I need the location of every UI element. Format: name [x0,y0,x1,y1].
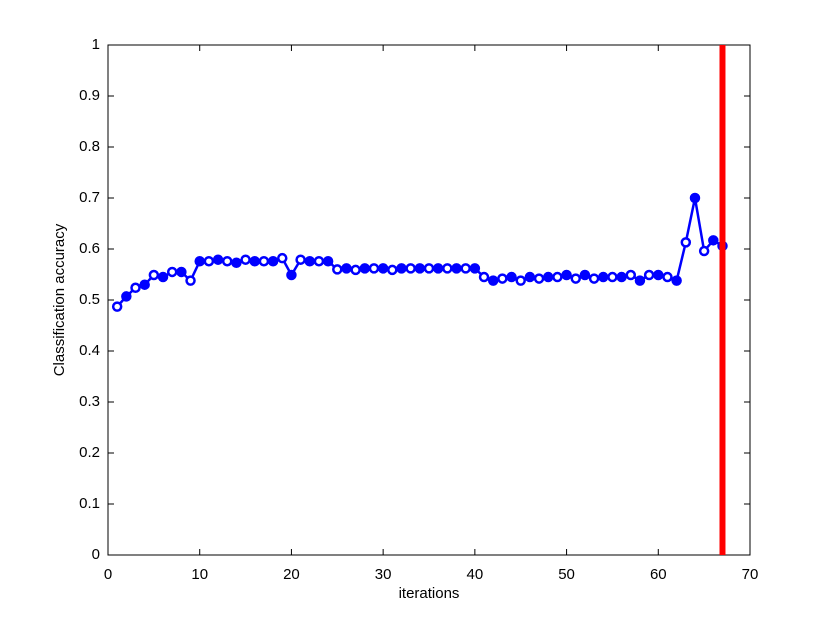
data-point [698,245,710,257]
data-point [625,269,637,281]
data-point [304,255,316,267]
x-tick-label: 30 [375,566,392,583]
data-point [607,271,618,283]
data-point [542,271,554,283]
data-point [130,282,141,294]
data-point [313,255,325,267]
data-point [579,269,591,281]
data-point [432,263,444,274]
data-point [634,275,646,286]
data-point [185,275,196,286]
data-point [524,271,536,283]
data-point [203,255,215,267]
data-point [322,255,334,267]
data-point [139,279,150,290]
x-tick-label: 50 [558,566,575,583]
data-point [588,273,600,284]
y-tick-label: 0.2 [79,444,100,461]
data-point [708,235,719,246]
y-tick-label: 0.6 [79,240,100,257]
data-point [671,275,682,286]
y-tick-label: 1 [92,36,100,53]
data-point [423,263,435,274]
y-tick-label: 0.9 [79,87,100,104]
data-point [240,254,251,265]
data-point [570,273,581,284]
data-point [258,255,270,267]
data-point [414,263,426,274]
y-tick-label: 0.7 [79,189,100,206]
data-point [157,271,169,283]
data-point [277,252,288,264]
data-point [176,266,187,278]
x-tick-label: 20 [283,566,300,583]
data-point [643,269,655,281]
data-point [405,263,416,274]
data-point [469,263,481,274]
data-point [533,273,545,284]
data-point [387,264,398,276]
y-tick-label: 0.1 [79,495,100,512]
data-point [552,271,563,283]
plot-frame [107,44,751,556]
data-point [598,271,609,283]
x-tick-label: 40 [467,566,484,583]
y-tick-label: 0 [92,546,100,563]
data-point [194,255,205,267]
data-point [368,263,380,274]
data-point [451,263,462,274]
data-point [286,269,297,281]
data-point [166,266,178,278]
data-point [442,263,453,274]
data-point [332,264,343,275]
data-point [487,275,499,286]
data-point [653,269,664,281]
data-point [341,263,352,274]
data-point [350,264,361,276]
x-tick-label: 0 [104,566,112,583]
data-point [561,269,572,281]
y-tick-label: 0.3 [79,393,100,410]
data-point [359,263,371,274]
data-point [680,237,692,248]
data-point [267,255,279,267]
data-point [377,263,389,274]
x-tick-label: 70 [742,566,759,583]
data-point [396,263,407,274]
y-tick-label: 0.8 [79,138,100,155]
y-tick-label: 0.5 [79,291,100,308]
data-point [662,271,673,283]
data-point [249,255,260,267]
data-point [231,257,242,269]
data-point [295,254,306,265]
data-point [111,301,123,312]
data-point [506,271,517,283]
data-point [478,271,490,283]
data-point [121,291,132,302]
data-point [515,275,526,286]
data-point [460,263,471,274]
y-tick-label: 0.4 [79,342,100,359]
x-axis-label: iterations [399,585,460,602]
data-point [616,271,627,283]
y-axis-label: Classification accuracy [51,223,68,376]
x-tick-label: 60 [650,566,667,583]
data-point [221,255,233,267]
data-point [212,254,224,265]
data-point [689,192,701,204]
series-line [116,197,724,308]
data-point [148,269,160,281]
x-tick-label: 10 [191,566,208,583]
data-point [497,273,508,284]
